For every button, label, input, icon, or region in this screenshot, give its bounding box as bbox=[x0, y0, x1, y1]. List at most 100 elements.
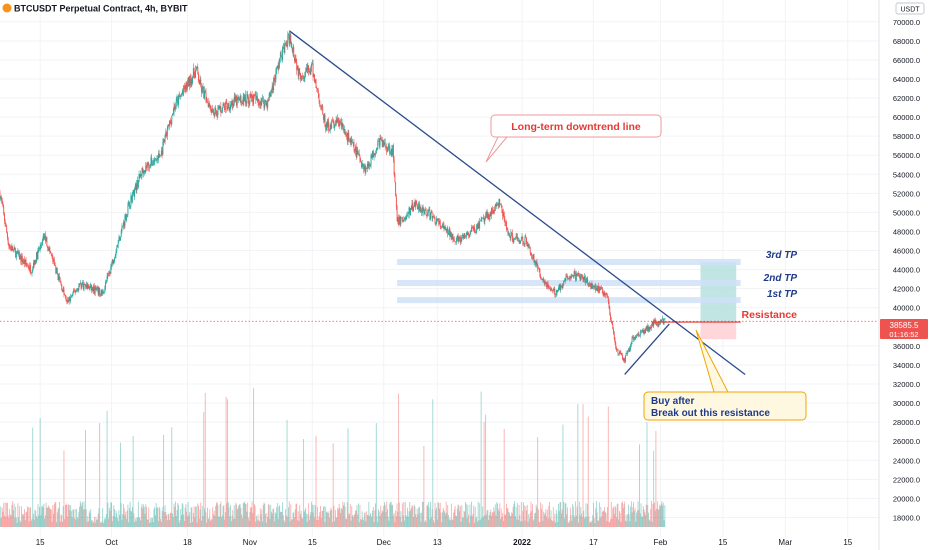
candle-body bbox=[647, 325, 649, 332]
volume-bar bbox=[598, 520, 600, 527]
candle-body bbox=[369, 164, 371, 166]
candle-body bbox=[10, 247, 12, 251]
candle-body bbox=[549, 289, 551, 291]
candle-body bbox=[47, 248, 49, 251]
volume-bar bbox=[642, 516, 643, 527]
candle-body bbox=[417, 206, 419, 210]
volume-bar bbox=[523, 502, 524, 527]
candle-body bbox=[336, 119, 338, 123]
volume-bar bbox=[436, 507, 437, 527]
volume-bar bbox=[337, 508, 339, 527]
buy-callout-pointer bbox=[695, 329, 729, 393]
candle-body bbox=[551, 288, 553, 291]
candle-body bbox=[99, 288, 101, 295]
candle-body bbox=[645, 328, 647, 330]
volume-bar bbox=[333, 505, 335, 527]
volume-bar bbox=[18, 506, 20, 527]
candle-body bbox=[69, 297, 71, 301]
candle-body bbox=[294, 58, 296, 62]
support-line[interactable] bbox=[624, 323, 670, 375]
candle-body bbox=[223, 103, 225, 106]
candle-body bbox=[296, 61, 298, 70]
candle-body bbox=[406, 214, 408, 218]
currency-box[interactable] bbox=[895, 2, 925, 15]
volume-bar bbox=[410, 508, 412, 527]
symbol-header[interactable]: BTCUSDT Perpetual Contract, 4h, BYBIT bbox=[2, 3, 189, 14]
candle-body bbox=[43, 236, 45, 239]
candle-body bbox=[347, 132, 349, 142]
candle-body bbox=[465, 237, 466, 238]
volume-bar bbox=[548, 506, 550, 527]
candle-body bbox=[106, 276, 108, 282]
volume-bar bbox=[205, 512, 207, 527]
candle-body bbox=[102, 291, 104, 294]
volume-bar bbox=[29, 508, 31, 527]
volume-bar bbox=[249, 512, 251, 527]
volume-bar bbox=[174, 506, 176, 527]
candle-body bbox=[117, 240, 119, 246]
volume-bar bbox=[308, 503, 310, 527]
volume-bar bbox=[424, 519, 426, 527]
volume-bar bbox=[1, 517, 2, 527]
candle-body bbox=[610, 315, 611, 320]
volume-bar bbox=[381, 510, 383, 527]
candle-body bbox=[326, 122, 328, 127]
candle-body bbox=[416, 204, 418, 207]
price-axis[interactable]: 70000.068000.066000.064000.062000.060000… bbox=[893, 18, 920, 523]
downtrend-line[interactable] bbox=[289, 30, 746, 375]
candle-body bbox=[656, 323, 658, 326]
candle-body bbox=[591, 283, 593, 289]
candle-body bbox=[345, 132, 347, 135]
candle-body bbox=[233, 96, 235, 104]
candle-body bbox=[613, 333, 615, 339]
candle-body bbox=[145, 165, 147, 171]
volume-bar bbox=[479, 519, 481, 527]
candle-body bbox=[169, 120, 171, 127]
volume-bar bbox=[236, 504, 237, 527]
candle-body bbox=[4, 213, 5, 221]
volume-bar bbox=[363, 513, 365, 527]
volume-bar bbox=[495, 515, 497, 527]
candle-body bbox=[343, 129, 345, 131]
candle-body bbox=[649, 327, 651, 331]
candle-body bbox=[563, 281, 565, 285]
volume-bar bbox=[40, 515, 42, 527]
candle-body bbox=[150, 157, 152, 165]
candle-body bbox=[206, 101, 208, 103]
buy-callout[interactable]: Buy after Break out this resistance bbox=[643, 391, 807, 421]
volume-bar bbox=[182, 504, 184, 527]
time-axis[interactable]: 15 Oct 18 Nov 15 Dec 13 2022 17 Feb 15 Mar 15 bbox=[36, 538, 853, 547]
candle-body bbox=[40, 245, 42, 247]
volume-bar bbox=[36, 517, 38, 527]
volume-bar bbox=[638, 509, 640, 527]
candle-body bbox=[613, 329, 614, 334]
volume-bar bbox=[454, 506, 456, 527]
candle-body bbox=[194, 74, 196, 78]
volume-bar bbox=[279, 511, 281, 527]
candle-body bbox=[157, 158, 159, 160]
candle-body bbox=[266, 102, 268, 108]
candle-body bbox=[204, 90, 206, 93]
volume-bar bbox=[491, 512, 493, 527]
volume-bar bbox=[503, 520, 504, 527]
candle-body bbox=[88, 284, 89, 289]
candle-body bbox=[293, 47, 295, 58]
volume-bar bbox=[572, 504, 574, 527]
downtrend-callout[interactable]: Long-term downtrend line bbox=[490, 114, 662, 138]
price-tick-label: 54000.0 bbox=[893, 170, 920, 179]
candle-body bbox=[267, 99, 269, 108]
volume-bar bbox=[82, 509, 84, 527]
volume-bar bbox=[54, 502, 56, 527]
candle-body bbox=[333, 121, 335, 129]
candle-body bbox=[346, 136, 348, 142]
candle-body bbox=[167, 125, 169, 129]
volume-bar bbox=[76, 509, 78, 527]
candle-body bbox=[124, 215, 126, 226]
volume-bar bbox=[438, 503, 440, 527]
candle-body bbox=[355, 146, 356, 152]
volume-bar bbox=[354, 513, 356, 527]
volume-bar bbox=[267, 516, 269, 527]
drawings[interactable] bbox=[0, 30, 879, 393]
volume-bar bbox=[318, 516, 320, 527]
